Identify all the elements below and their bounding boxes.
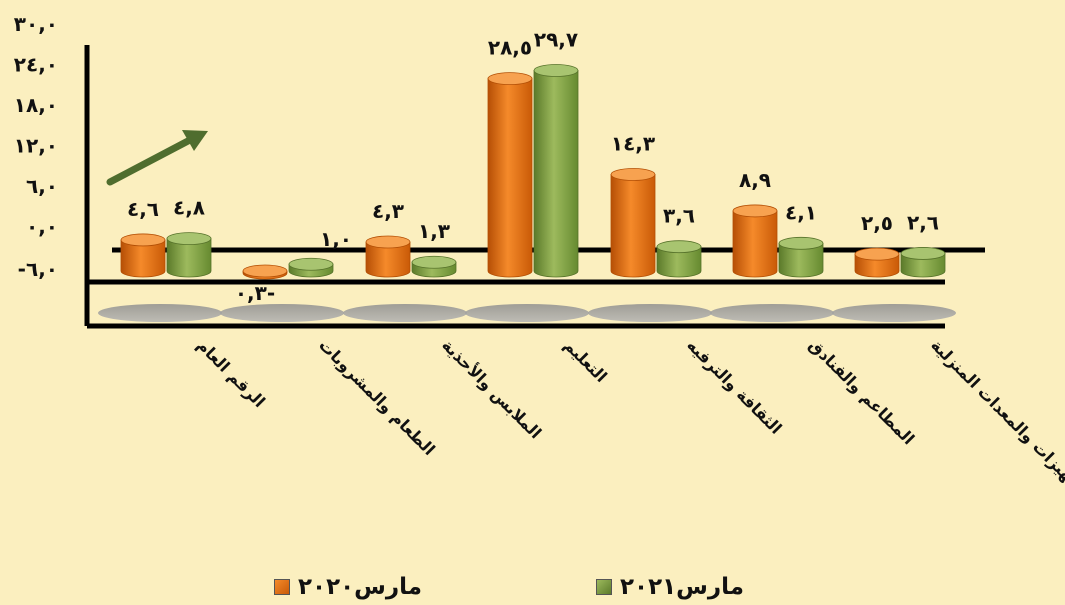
floor-shadow [220, 304, 344, 322]
value-label: ١,٠ [320, 227, 352, 251]
bar-body [120, 239, 166, 278]
y-tick-label: -٦,٠ [18, 257, 58, 281]
bar-2020-6 [854, 247, 900, 278]
bar-body [732, 210, 778, 278]
legend-label-2020: مارس٢٠٢٠ [298, 574, 423, 600]
bar-2021-2 [411, 255, 457, 278]
bar-2020-4 [610, 168, 656, 278]
value-labels: ٤,٦ ٠,٣- ٤,٣ ٢٨,٥ ١٤,٣ ٨,٩ ٢,٥ ٤,٨ ١,٠ ١,٣ ٢٩,٧ ٣,٦… [127, 28, 939, 305]
category-label: الثقافة والترفيه [683, 335, 785, 437]
trend-arrow-head [182, 130, 208, 151]
y-tick-label: ٢٤,٠ [14, 53, 58, 77]
value-label: ٢,٥ [861, 211, 893, 235]
y-tick-label: ٠,٠ [26, 215, 58, 239]
bar-cap [732, 204, 778, 218]
bar-cap [656, 240, 702, 254]
bar-2020-5 [732, 204, 778, 278]
value-label: ٤,١ [785, 200, 817, 224]
bar-2020-3 [487, 72, 533, 278]
value-label: ٣,٦ [663, 204, 695, 228]
trend-arrow-shaft [106, 137, 192, 186]
y-tick-label: ٦,٠ [26, 174, 58, 198]
bar-cap [242, 264, 288, 278]
bar-body [778, 242, 824, 278]
y-tick-label: ١٨,٠ [14, 93, 58, 117]
category-label: الملابس والأحذية [438, 335, 545, 442]
category-label: الرقم العام [193, 335, 269, 411]
bar-body [656, 246, 702, 278]
bar-cap [487, 72, 533, 86]
bar-cap [610, 168, 656, 181]
bar-2021-5 [778, 236, 824, 278]
bar-body [166, 238, 212, 278]
category-label: التعليم [560, 335, 611, 386]
floor-shadow [832, 304, 956, 322]
bar-cap [120, 233, 166, 247]
bar-2021-0 [166, 232, 212, 278]
legend-item-2020: مارس٢٠٢٠ [274, 574, 422, 600]
legend-swatch-2020 [274, 579, 290, 595]
value-label: ١,٣ [418, 219, 450, 243]
value-label: ٢,٦ [907, 210, 939, 234]
category-label: الطعام والمشروبات [315, 335, 439, 459]
trend-arrow-icon [106, 130, 208, 186]
bar-2021-4 [656, 240, 702, 278]
bar-cap [778, 236, 824, 250]
bar-body [610, 174, 656, 278]
legend-item-2021: مارس٢٠٢١ [596, 574, 744, 600]
value-label: ٠,٣- [235, 281, 275, 305]
bar-body [365, 241, 411, 278]
bar-cap [365, 235, 411, 249]
bar-2020-1 [242, 264, 288, 280]
y-axis-ticks: ٣٠,٠ ٢٤,٠ ١٨,٠ ١٢,٠ ٦,٠ ٠,٠ -٦,٠ [14, 12, 58, 281]
bar-body [487, 78, 533, 278]
category-labels: الرقم العام الطعام والمشروبات الملابس والأ… [193, 335, 1065, 549]
bar-body [900, 253, 946, 278]
bar-2021-1 [288, 257, 334, 278]
bar-cap [166, 232, 212, 246]
value-label: ١٤,٣ [611, 131, 655, 155]
legend-label-2021: مارس٢٠٢١ [620, 574, 745, 600]
category-label: الأثاث والتجهيزات والمعدات المنزلية [927, 335, 1065, 549]
bar-cap [288, 257, 334, 271]
bar-series [120, 64, 946, 280]
chart-floor [87, 282, 985, 323]
value-label: ٤,٦ [127, 197, 159, 221]
legend-swatch-2021 [596, 579, 612, 595]
value-label: ٢٨,٥ [488, 36, 532, 60]
bar-cap [854, 247, 900, 261]
floor-shadow [710, 304, 834, 322]
bar-body [533, 70, 579, 278]
floor-shadow [588, 304, 712, 322]
bar-body [854, 253, 900, 278]
value-label: ٨,٩ [739, 168, 771, 192]
bar-cap [533, 64, 579, 77]
bar-2021-3 [533, 64, 579, 278]
bar-2020-2 [365, 235, 411, 278]
floor-shadow [343, 304, 467, 322]
bar-2021-6 [900, 247, 946, 278]
bar-cap [900, 247, 946, 260]
floor-shadow [98, 304, 222, 322]
y-tick-label: ٣٠,٠ [14, 12, 58, 36]
bar-cap [411, 255, 457, 269]
value-label: ٢٩,٧ [534, 28, 578, 52]
bar-2020-0 [120, 233, 166, 278]
category-label: المطاعم والفنادق [805, 335, 918, 448]
value-label: ٤,٨ [173, 196, 205, 220]
y-tick-label: ١٢,٠ [14, 134, 58, 158]
value-label: ٤,٣ [372, 199, 404, 223]
floor-shadow [465, 304, 589, 322]
